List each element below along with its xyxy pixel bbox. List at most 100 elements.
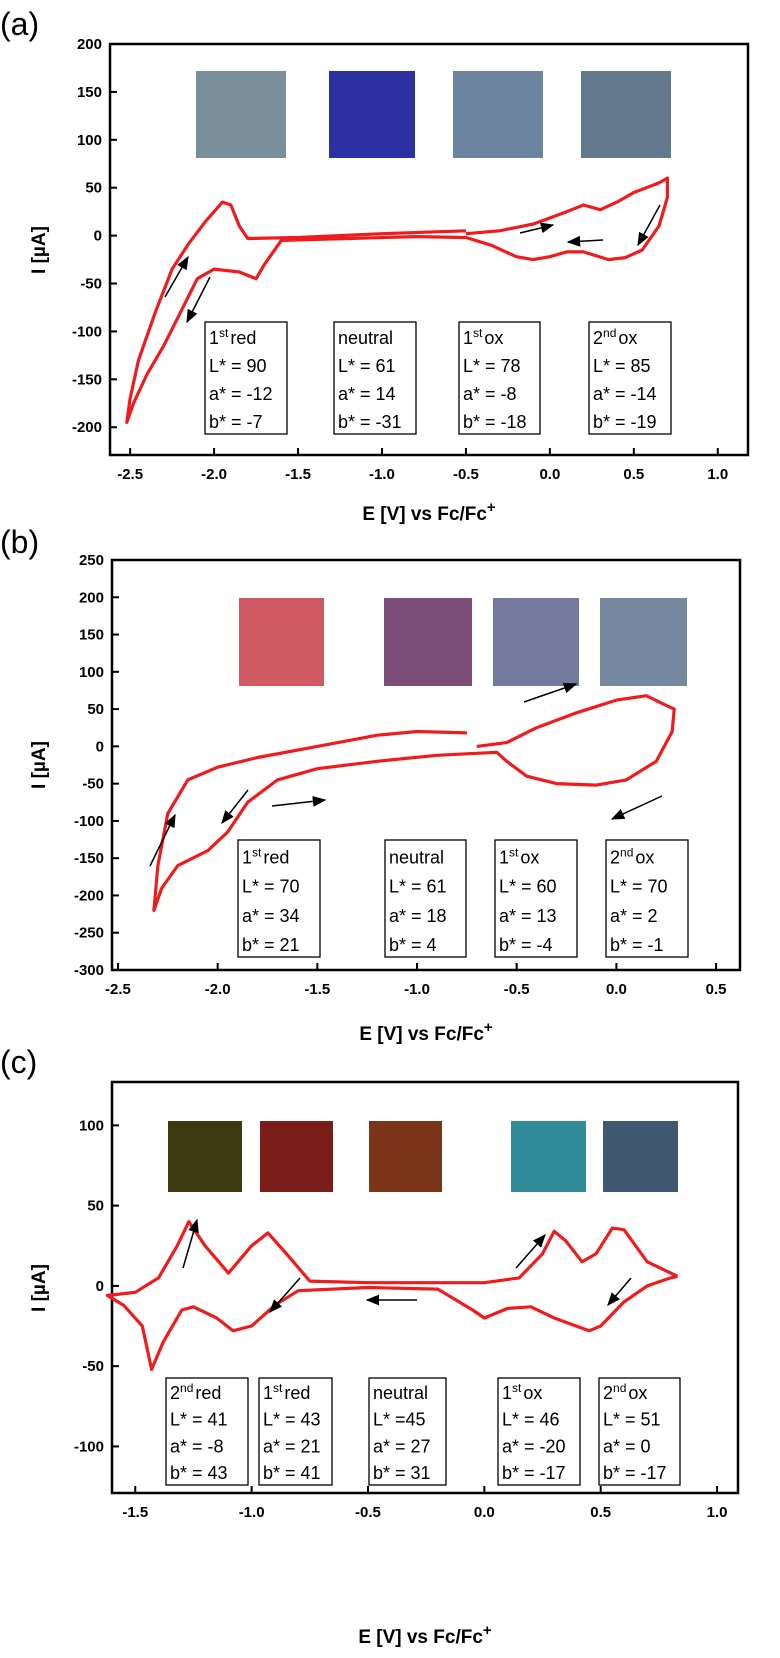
annotation-state-word: ox (635, 847, 654, 867)
annotation-state: 2nd red (170, 1381, 221, 1403)
annotation-line: L* =45 (373, 1410, 426, 1430)
arrow (610, 795, 663, 820)
annotation-state-word: red (195, 1383, 221, 1403)
y-tick-label: 150 (77, 84, 102, 101)
annotation-line: b* = -17 (502, 1463, 566, 1483)
annotation-line: a* = -20 (502, 1436, 566, 1456)
cv-curve (105, 1220, 679, 1371)
annotation-suffix: st (473, 326, 483, 340)
annotation-line: b* = -4 (499, 935, 553, 955)
x-axis-label-text: E [V] vs Fc/Fc (358, 1627, 483, 1648)
x-axis-label-sup: + (483, 1622, 492, 1639)
arrow (186, 276, 211, 324)
annotation-state-word: ox (628, 1383, 647, 1403)
annotation-box (165, 1377, 249, 1486)
y-tick-label: -50 (80, 276, 102, 293)
arrow (269, 1277, 301, 1314)
annotation-box (588, 321, 672, 435)
annotation-ordinal: 1 (263, 1383, 273, 1403)
annotation-box (494, 839, 578, 958)
x-tick-label: -2.0 (205, 981, 231, 998)
x-axis-label: E [V] vs Fc/Fc+ (359, 1019, 493, 1045)
annotation-suffix: st (252, 845, 262, 859)
x-axis-label: E [V] vs Fc/Fc+ (362, 499, 496, 525)
annotation-line: a* = 0 (603, 1436, 651, 1456)
annotation-line: a* = 27 (373, 1436, 431, 1456)
annotation-suffix: st (509, 845, 519, 859)
x-axis-label-sup: + (487, 499, 496, 516)
y-tick-label: 50 (85, 180, 102, 197)
annotation-state: 2nd ox (593, 326, 637, 348)
arrow (637, 204, 661, 247)
y-tick-label: -200 (74, 887, 104, 904)
annotation-line: L* = 90 (209, 356, 267, 376)
annotation-line: L* = 43 (263, 1410, 321, 1430)
annotation-state-word: red (284, 1383, 310, 1403)
annotation-suffix: nd (613, 1381, 626, 1395)
annotation-line: L* = 60 (499, 877, 557, 897)
annotation-state: neutral (338, 328, 393, 348)
y-tick-label: -50 (82, 1358, 104, 1375)
arrow (515, 1233, 546, 1269)
x-tick-label: 0.5 (706, 981, 727, 998)
x-tick-label: 0.5 (590, 1504, 611, 1521)
x-tick-label: 1.0 (707, 466, 728, 483)
annotation-state-word: neutral (373, 1383, 428, 1403)
x-tick-label: 1.0 (707, 1504, 728, 1521)
annotation-box (258, 1377, 333, 1486)
color-swatch (239, 598, 324, 686)
annotation-line: a* = 21 (263, 1436, 321, 1456)
annotation-line: b* = -18 (463, 412, 527, 432)
arrow (566, 235, 604, 247)
annotation-state-word: neutral (389, 847, 444, 867)
annotation-state: 1st ox (499, 845, 539, 867)
y-tick-label: -50 (82, 776, 104, 793)
y-tick-label: -100 (74, 1438, 104, 1455)
annotation-suffix: nd (620, 845, 633, 859)
annotation-line: a* = -8 (170, 1436, 224, 1456)
x-tick-label: 0.0 (539, 466, 560, 483)
arrow (271, 796, 327, 807)
x-tick-label: 0.5 (623, 466, 644, 483)
color-swatch (603, 1121, 678, 1192)
x-tick-label: -2.0 (201, 466, 227, 483)
annotation-state-word: ox (520, 847, 539, 867)
annotation-state: neutral (373, 1383, 428, 1403)
annotation-line: b* = -19 (593, 412, 657, 432)
panel-label: (b) (0, 524, 39, 560)
annotation-line: a* = 2 (610, 906, 658, 926)
y-tick-label: 100 (79, 1117, 104, 1134)
annotation-state-word: ox (618, 328, 637, 348)
annotation-suffix: st (273, 1381, 283, 1395)
x-tick-label: 0.0 (606, 981, 627, 998)
annotation-line: b* = -31 (338, 412, 402, 432)
y-tick-label: 100 (79, 664, 104, 681)
annotation-state: 2nd ox (610, 845, 654, 867)
annotation-line: a* = -14 (593, 384, 657, 404)
x-tick-label: -0.5 (504, 981, 530, 998)
x-axis-label-text: E [V] vs Fc/Fc (362, 504, 487, 525)
annotation-line: L* = 61 (389, 877, 447, 897)
color-swatch (600, 598, 687, 686)
annotation-suffix: st (219, 326, 229, 340)
arrow (149, 813, 176, 867)
arrow (182, 1218, 199, 1269)
x-tick-label: -1.0 (239, 1504, 265, 1521)
y-tick-label: 100 (77, 132, 102, 149)
x-axis-label-sup: + (484, 1019, 493, 1036)
annotation-ordinal: 1 (242, 847, 252, 867)
color-swatch (384, 598, 472, 686)
annotation-line: L* = 41 (170, 1410, 228, 1430)
x-tick-label: -0.5 (355, 1504, 381, 1521)
annotation-box (204, 321, 288, 435)
color-swatch (453, 71, 543, 158)
color-swatch (168, 1121, 242, 1192)
y-axis-label: I [µA] (29, 741, 50, 789)
x-axis-label-text: E [V] vs Fc/Fc (359, 1024, 484, 1045)
color-swatch (511, 1121, 586, 1192)
annotation-state: 1st red (242, 845, 289, 867)
annotation-ordinal: 1 (209, 328, 219, 348)
annotation-line: b* = 21 (242, 935, 300, 955)
annotation-box (497, 1377, 581, 1486)
annotation-state-word: ox (484, 328, 503, 348)
